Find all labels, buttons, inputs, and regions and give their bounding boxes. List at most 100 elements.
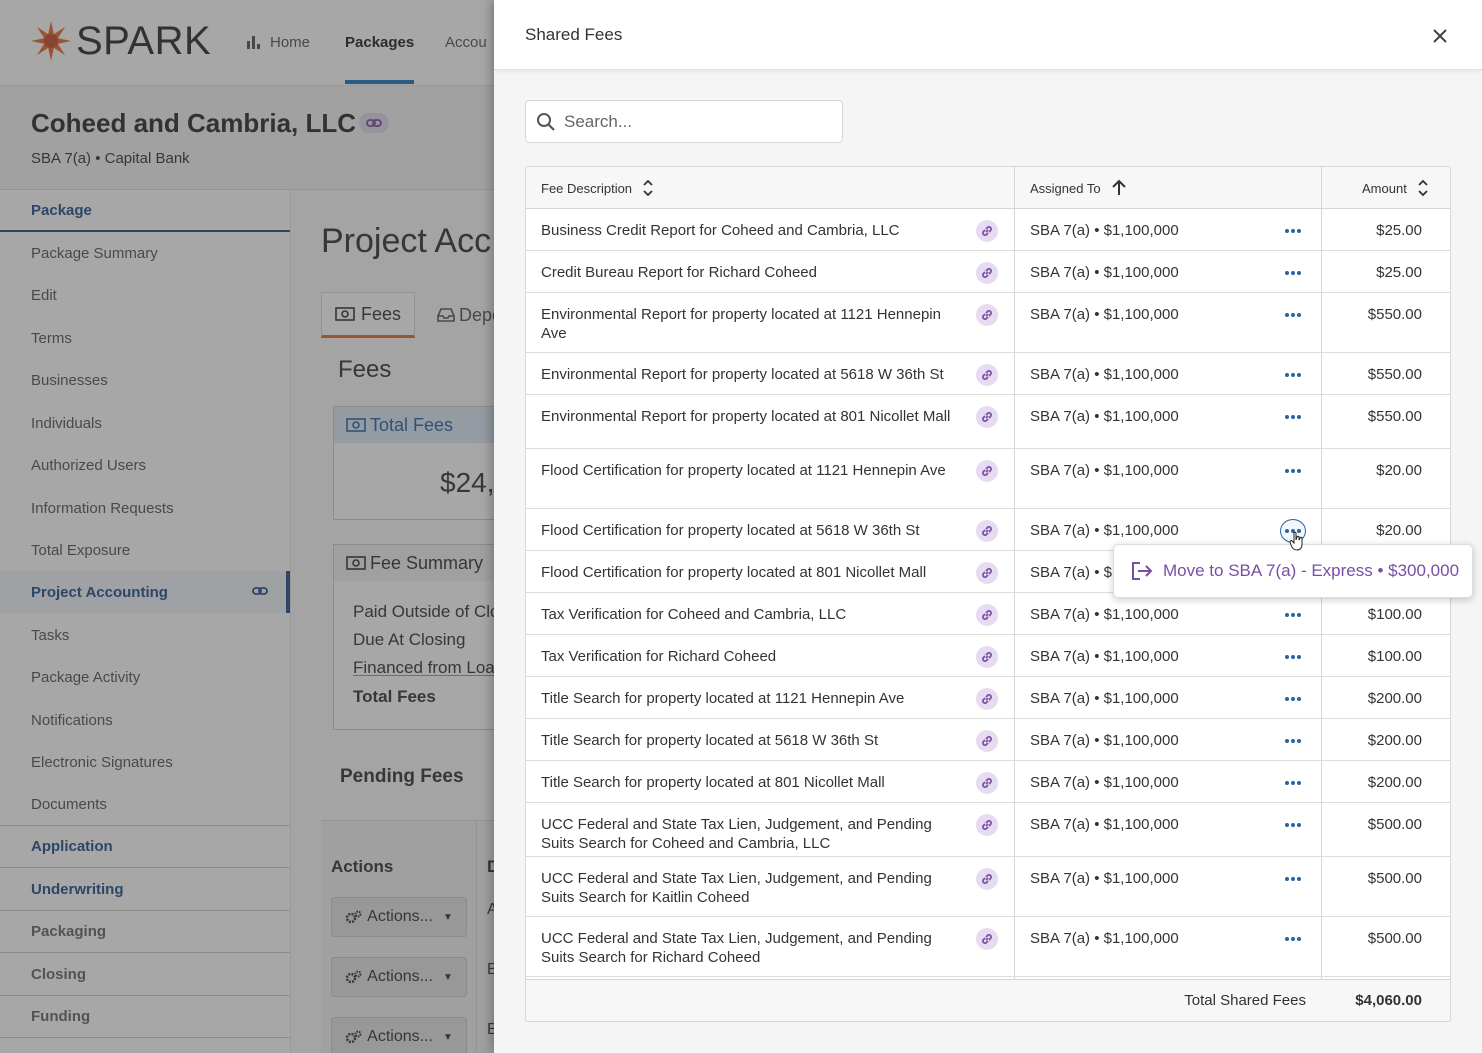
chart-bars-icon: [247, 35, 260, 49]
shared-link-button[interactable]: [976, 772, 998, 794]
sidebar-section-funding[interactable]: Funding: [0, 996, 290, 1038]
sidebar-label: Funding: [31, 1008, 91, 1025]
shared-link-button[interactable]: [976, 868, 998, 890]
sidebar-item-total-exposure[interactable]: Total Exposure: [0, 529, 290, 571]
sidebar-item-edit[interactable]: Edit: [0, 274, 290, 316]
more-options-button[interactable]: [1280, 261, 1306, 285]
sidebar-item-documents[interactable]: Documents: [0, 784, 290, 826]
shared-link-badge[interactable]: [359, 113, 389, 133]
more-options-button[interactable]: [1280, 867, 1306, 891]
nav-home[interactable]: Home: [247, 32, 310, 52]
sidebar-section-underwriting[interactable]: Underwriting: [0, 869, 290, 911]
tab-deposits[interactable]: Depo: [437, 292, 494, 338]
more-options-button[interactable]: [1280, 645, 1306, 669]
shared-link-button[interactable]: [976, 364, 998, 386]
sidebar-label: Notifications: [31, 711, 113, 729]
actions-dropdown-button[interactable]: Actions... ▼: [331, 1017, 467, 1053]
assigned-to: SBA 7(a) • $1,100,000: [1030, 408, 1179, 425]
sidebar-section-closing[interactable]: Closing: [0, 954, 290, 996]
tab-fees[interactable]: Fees: [321, 292, 415, 338]
more-options-button[interactable]: [1280, 729, 1306, 753]
column-header-label: Fee Description: [541, 180, 633, 196]
actions-dropdown-button[interactable]: Actions... ▼: [331, 897, 467, 937]
nav-packages[interactable]: Packages: [345, 32, 414, 52]
shared-link-button[interactable]: [976, 262, 998, 284]
ellipsis-icon: [1285, 613, 1301, 617]
fee-amount: $550.00: [1367, 366, 1422, 383]
sidebar-item-terms[interactable]: Terms: [0, 317, 290, 359]
sidebar-item-project-accounting[interactable]: Project Accounting: [0, 571, 290, 613]
ellipsis-icon: [1285, 373, 1301, 377]
money-icon: [346, 556, 366, 570]
sidebar-item-information-requests[interactable]: Information Requests: [0, 487, 290, 529]
fee-amount: $200.00: [1367, 774, 1422, 791]
sidebar-item-electronic-signatures[interactable]: Electronic Signatures: [0, 741, 290, 783]
table-header: Fee Description Assigned To Amount: [526, 167, 1450, 209]
sidebar-label: Edit: [31, 286, 57, 304]
sidebar-item-notifications[interactable]: Notifications: [0, 699, 290, 741]
column-divider: [476, 821, 477, 1053]
fee-description: Tax Verification for Richard Coheed: [541, 648, 777, 665]
assigned-to: SBA 7(a) • $1,100,000: [1030, 264, 1179, 281]
column-header-amount[interactable]: Amount: [1362, 167, 1429, 209]
more-options-button[interactable]: [1280, 459, 1306, 483]
sidebar-section-package[interactable]: Package: [0, 190, 290, 232]
more-options-button[interactable]: [1280, 363, 1306, 387]
more-options-button[interactable]: [1280, 687, 1306, 711]
fee-amount: $20.00: [1376, 462, 1422, 479]
shared-link-button[interactable]: [976, 562, 998, 584]
row-text: A: [487, 901, 494, 919]
sidebar-item-businesses[interactable]: Businesses: [0, 359, 290, 401]
sidebar-item-package-summary[interactable]: Package Summary: [0, 232, 290, 274]
sidebar-item-package-activity[interactable]: Package Activity: [0, 656, 290, 698]
fee-amount: $550.00: [1367, 306, 1422, 323]
link-icon: [982, 736, 992, 746]
row-text: B: [487, 1021, 494, 1039]
search-input[interactable]: [564, 109, 834, 135]
shared-link-button[interactable]: [976, 928, 998, 950]
sidebar-item-authorized-users[interactable]: Authorized Users: [0, 444, 290, 486]
sidebar-section-packaging[interactable]: Packaging: [0, 911, 290, 953]
shared-link-button[interactable]: [976, 520, 998, 542]
move-fee-popover[interactable]: Move to SBA 7(a) - Express • $300,000: [1113, 544, 1473, 598]
more-options-button[interactable]: [1280, 603, 1306, 627]
actions-dropdown-button[interactable]: Actions... ▼: [331, 957, 467, 997]
spark-logo[interactable]: SPARK: [30, 20, 211, 62]
sidebar: Package Package Summary Edit Terms Busin…: [0, 190, 290, 1053]
nav-accounts[interactable]: Accou: [445, 32, 487, 52]
sidebar-item-tasks[interactable]: Tasks: [0, 614, 290, 656]
shared-link-button[interactable]: [976, 814, 998, 836]
sort-ascending-icon: [1111, 179, 1126, 195]
modal-backdrop[interactable]: [0, 0, 494, 1053]
link-icon: [982, 226, 992, 236]
ellipsis-icon: [1285, 415, 1301, 419]
shared-link-button[interactable]: [976, 406, 998, 428]
column-header-assigned[interactable]: Assigned To: [1030, 167, 1127, 209]
shared-link-button[interactable]: [976, 730, 998, 752]
sidebar-label: Packaging: [31, 923, 107, 940]
fee-amount: $25.00: [1376, 222, 1422, 239]
fee-description: UCC Federal and State Tax Lien, Judgemen…: [541, 816, 932, 852]
gears-icon: [345, 970, 362, 984]
more-options-button[interactable]: [1280, 219, 1306, 243]
column-header-description[interactable]: Fee Description: [541, 167, 654, 209]
close-button[interactable]: [1428, 24, 1452, 48]
sidebar-label: Tasks: [31, 626, 70, 644]
sidebar-section-application[interactable]: Application: [0, 826, 290, 868]
more-options-button[interactable]: [1280, 927, 1306, 951]
table-row: Flood Certification for property located…: [526, 449, 1450, 509]
shared-link-button[interactable]: [976, 304, 998, 326]
more-options-button[interactable]: [1280, 813, 1306, 837]
more-options-button[interactable]: [1280, 771, 1306, 795]
shared-link-button[interactable]: [976, 604, 998, 626]
shared-link-button[interactable]: [976, 688, 998, 710]
shared-link-button[interactable]: [976, 220, 998, 242]
assigned-to: SBA 7(a) • $1,100,000: [1030, 870, 1179, 887]
more-options-button[interactable]: [1280, 303, 1306, 327]
row-text: B: [487, 961, 494, 979]
shared-link-button[interactable]: [976, 646, 998, 668]
search-icon: [537, 113, 555, 131]
sidebar-item-individuals[interactable]: Individuals: [0, 402, 290, 444]
shared-link-button[interactable]: [976, 460, 998, 482]
more-options-button[interactable]: [1280, 405, 1306, 429]
